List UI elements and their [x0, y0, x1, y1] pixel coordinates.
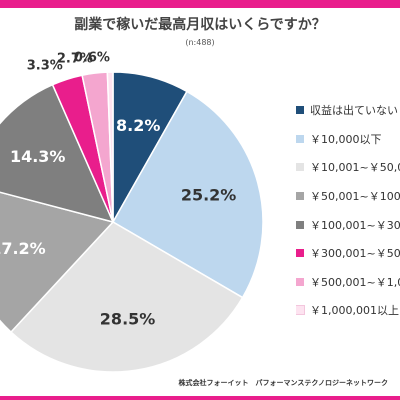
- legend-label-1: ￥10,000以下: [310, 132, 382, 146]
- legend-label-5: ￥300,001~￥500,000: [310, 247, 400, 261]
- legend-label-7: ￥1,000,001以上: [310, 304, 399, 318]
- footer-credit: 株式会社フォーイット パフォーマンステクノロジーネットワーク: [178, 379, 388, 387]
- legend-item-7: ￥1,000,001以上: [296, 296, 400, 325]
- legend-item-4: ￥100,001~￥300,000: [296, 210, 400, 239]
- top-accent-bar: [0, 0, 400, 8]
- slice-value-label-5: 3.3%: [27, 58, 63, 73]
- pie-slice-1: [111, 90, 264, 299]
- legend-swatch-0: [296, 106, 304, 115]
- legend-item-6: ￥500,001~￥1,000,000: [296, 268, 400, 297]
- pie-slice-3: [0, 191, 115, 334]
- slice-value-label-0: 8.2%: [116, 116, 160, 135]
- pie-slice-7: [106, 71, 114, 223]
- legend-item-0: 収益は出ていない: [296, 96, 400, 125]
- legend-label-0: 収益は出ていない: [310, 104, 398, 118]
- legend-swatch-2: [296, 163, 304, 172]
- legend-label-2: ￥10,001~￥50,000: [310, 161, 400, 175]
- chart-title: 副業で稼いだ最高月収はいくらですか？: [74, 17, 326, 33]
- pie-slice-4: [0, 83, 115, 224]
- slice-value-label-7: 0.6%: [74, 51, 110, 66]
- sample-size-note: (n:488): [185, 38, 215, 47]
- slice-value-label-1: 25.2%: [181, 186, 237, 205]
- legend-item-3: ￥50,001~￥100,000: [296, 182, 400, 211]
- legend-swatch-3: [296, 192, 304, 201]
- legend-item-1: ￥10,000以下: [296, 125, 400, 154]
- slice-value-label-4: 14.3%: [10, 147, 66, 166]
- legend-item-2: ￥10,001~￥50,000: [296, 153, 400, 182]
- slice-value-label-2: 28.5%: [100, 309, 156, 328]
- legend-label-4: ￥100,001~￥300,000: [310, 218, 400, 232]
- legend-swatch-1: [296, 134, 304, 143]
- legend-swatch-7: [296, 305, 305, 316]
- chart-legend: 収益は出ていない ￥10,000以下 ￥10,001~￥50,000 ￥50,001~…: [296, 96, 400, 325]
- slice-value-label-6: 2.7%: [57, 52, 93, 67]
- legend-label-3: ￥50,001~￥100,000: [310, 190, 400, 204]
- legend-swatch-5: [296, 249, 304, 258]
- bottom-accent-bar: [0, 396, 400, 400]
- legend-label-6: ￥500,001~￥1,000,000: [310, 275, 400, 289]
- slice-value-label-3: 17.2%: [0, 239, 46, 258]
- legend-item-5: ￥300,001~￥500,000: [296, 239, 400, 268]
- pie-slice-2: [9, 221, 244, 373]
- legend-swatch-6: [296, 277, 304, 286]
- legend-swatch-4: [296, 220, 304, 229]
